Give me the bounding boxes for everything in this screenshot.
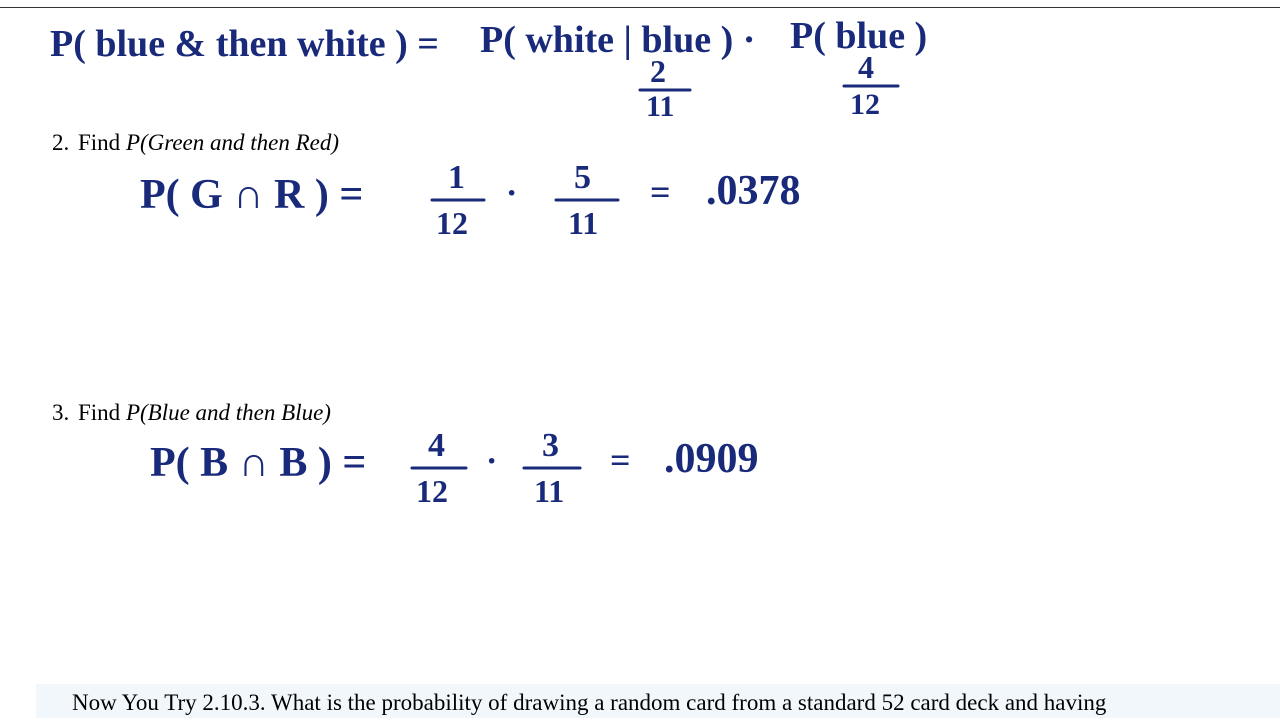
line1-frac2-den: 12: [850, 88, 880, 121]
p3-f2-den: 11: [534, 473, 564, 509]
line1-rhs2: P( blue ): [790, 15, 927, 57]
p3-dot: ·: [486, 443, 497, 480]
nyt-number: 2.10.3.: [197, 690, 266, 715]
p2-lhs: P( G ∩ R ) =: [140, 172, 363, 218]
line1-lhs: P( blue & then white ) =: [50, 23, 439, 65]
p2-f2-num: 5: [574, 159, 591, 196]
p2-f2-den: 11: [568, 205, 598, 241]
p3-result: .0909: [664, 436, 759, 482]
p3-f2-num: 3: [542, 427, 559, 464]
p3-f1-num: 4: [428, 427, 445, 464]
problem3-label: 3.: [52, 400, 69, 426]
problem3-prefix: Find: [78, 400, 126, 425]
p3-eq: =: [610, 440, 631, 480]
p2-eq: =: [650, 172, 671, 212]
p3-f1-den: 12: [416, 473, 448, 509]
problem2-label: 2.: [52, 130, 69, 156]
now-you-try-box: Now You Try 2.10.3. What is the probabil…: [36, 684, 1280, 718]
problem2-prefix: Find: [78, 130, 126, 155]
p2-result: .0378: [706, 168, 801, 214]
horizontal-rule: [0, 7, 1280, 8]
p2-dot: ·: [506, 175, 517, 212]
problem3-expr: P(Blue and then Blue): [126, 400, 331, 425]
p2-f1-den: 12: [436, 205, 468, 241]
nyt-text: What is the probability of drawing a ran…: [266, 690, 1107, 715]
problem3-text: Find P(Blue and then Blue): [78, 400, 331, 426]
problem2-expr: P(Green and then Red): [126, 130, 339, 155]
handwriting-line1: P( blue & then white ) = P( white | blue…: [50, 12, 960, 122]
handwriting-p2: P( G ∩ R ) = 1 12 · 5 11 = .0378: [140, 158, 920, 248]
p3-lhs: P( B ∩ B ) =: [150, 440, 366, 486]
nyt-label: Now You Try: [72, 690, 197, 715]
handwriting-p3: P( B ∩ B ) = 4 12 · 3 11 = .0909: [150, 426, 870, 516]
line1-rhs1: P( white | blue ) ·: [480, 19, 755, 61]
line1-frac2-num: 4: [858, 49, 874, 85]
p2-f1-num: 1: [448, 159, 465, 196]
problem2-text: Find P(Green and then Red): [78, 130, 339, 156]
line1-frac1-num: 2: [650, 53, 666, 89]
line1-frac1-den: 11: [646, 90, 674, 122]
